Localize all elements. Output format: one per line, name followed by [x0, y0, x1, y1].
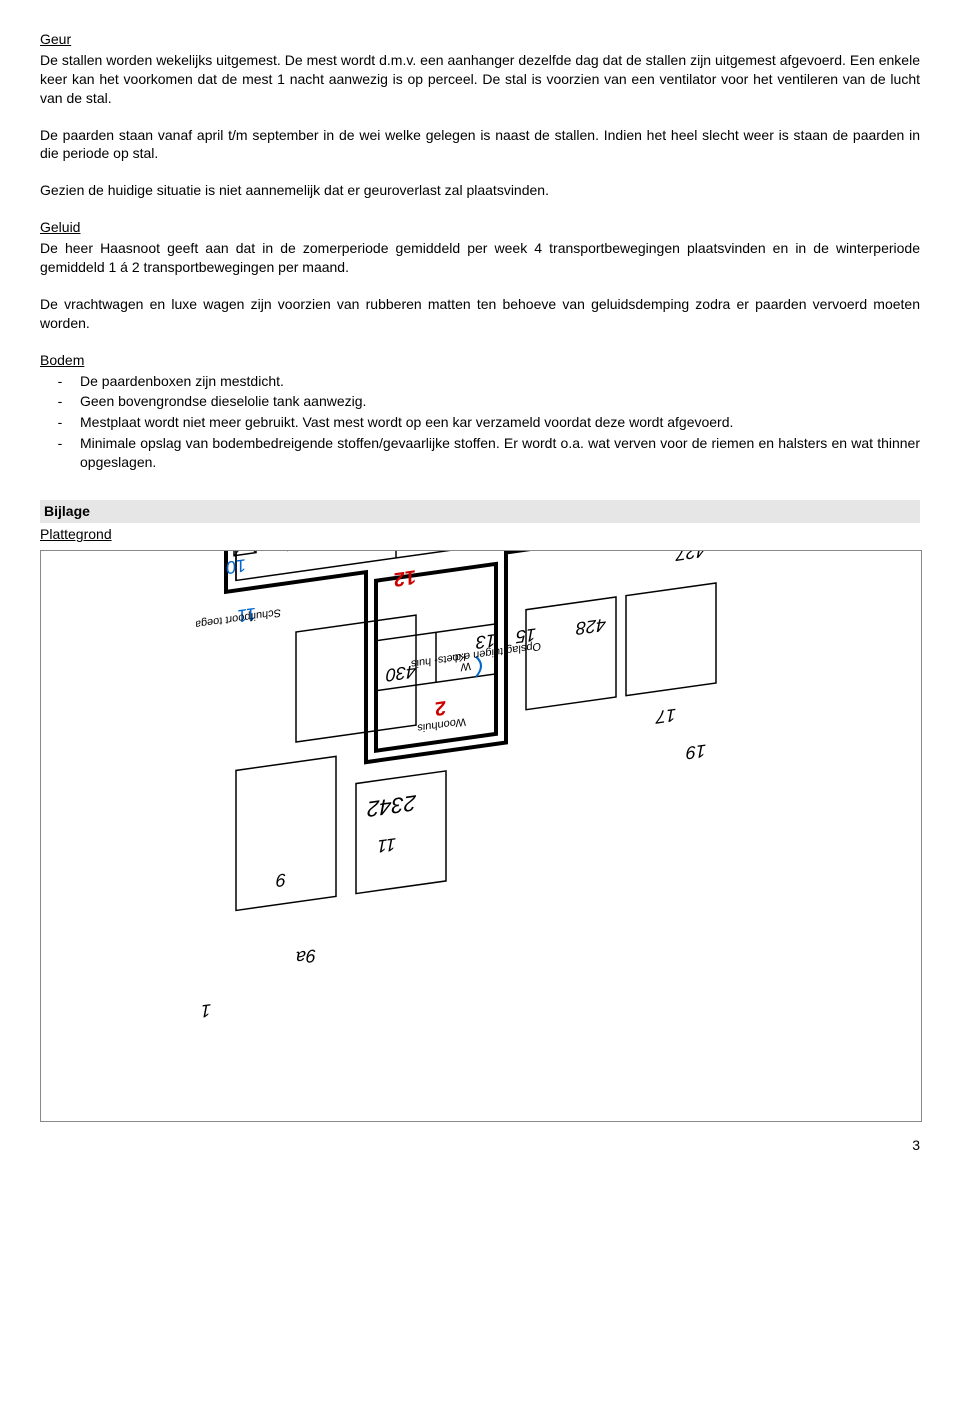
para-geluid-1: De heer Haasnoot geeft aan dat in de zom… [40, 239, 920, 277]
heading-geur: Geur [40, 30, 920, 49]
plan-cad-9a: 9a [296, 945, 316, 968]
para-geur-1: De stallen worden wekelijks uitgemest. D… [40, 51, 920, 108]
plan-cad-2342: 2342 [367, 790, 417, 822]
bullet-dash: - [40, 392, 80, 411]
bullet-text: Geen bovengrondse dieselolie tank aanwez… [80, 392, 920, 411]
plan-cad-1: 1 [201, 1000, 211, 1021]
para-geluid-2: De vrachtwagen en luxe wagen zijn voorzi… [40, 295, 920, 333]
plan-cad-9: 9 [276, 869, 286, 890]
bullet-text: De paardenboxen zijn mestdicht. [80, 372, 920, 391]
list-item: - Geen bovengrondse dieselolie tank aanw… [40, 392, 920, 411]
plan-cad-428: 428 [576, 614, 606, 638]
plan-rotated-canvas: W 12 2 3 4 10 9 8 7 6 5 11 2341 2342 430… [196, 550, 766, 1122]
bullet-text: Minimale opslag van bodembedreigende sto… [80, 434, 920, 472]
plan-cad-11: 11 [377, 834, 396, 857]
plan-cad-19: 19 [686, 740, 706, 763]
page-number: 3 [40, 1136, 920, 1155]
plan-cad-17: 17 [655, 704, 676, 727]
list-item: - Mestplaat wordt niet meer gebruikt. Va… [40, 413, 920, 432]
list-item: - De paardenboxen zijn mestdicht. [40, 372, 920, 391]
plattegrond-image: W 12 2 3 4 10 9 8 7 6 5 11 2341 2342 430… [40, 550, 922, 1122]
list-item: - Minimale opslag van bodembedreigende s… [40, 434, 920, 472]
plan-red-2: 2 [435, 696, 446, 719]
subheading-plattegrond: Plattegrond [40, 525, 920, 544]
plan-label-stallen: Stallen paarden [274, 550, 351, 554]
heading-bodem: Bodem [40, 351, 920, 370]
para-geur-2: De paarden staan vanaf april t/m septemb… [40, 126, 920, 164]
para-geur-3: Gezien de huidige situatie is niet aanne… [40, 181, 920, 200]
bodem-list: - De paardenboxen zijn mestdicht. - Geen… [40, 372, 920, 472]
plan-label-woonhuis: Woonhuis [417, 715, 466, 734]
bullet-text: Mestplaat wordt niet meer gebruikt. Vast… [80, 413, 920, 432]
heading-geluid: Geluid [40, 218, 920, 237]
plan-red-12: 12 [394, 565, 416, 590]
plan-cad-427: 427 [675, 550, 706, 565]
plan-svg: W 12 2 3 4 10 9 8 7 6 5 11 2341 2342 430… [196, 550, 766, 1122]
plan-blue-10: 10 [226, 555, 246, 578]
bullet-dash: - [40, 372, 80, 391]
bullet-dash: - [40, 413, 80, 432]
heading-bijlage: Bijlage [40, 500, 920, 523]
bullet-dash: - [40, 434, 80, 453]
